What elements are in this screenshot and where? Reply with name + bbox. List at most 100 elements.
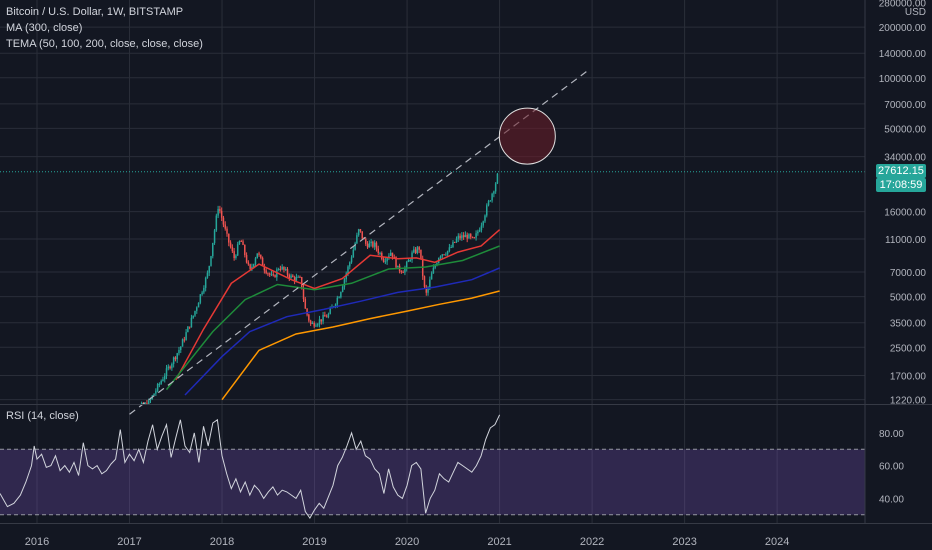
candle-body [478, 230, 481, 232]
candle-body [247, 262, 250, 265]
candle-body [393, 256, 395, 258]
rsi-legend[interactable]: RSI (14, close) [6, 410, 79, 422]
price-tick-label: 2500.00 [890, 343, 927, 354]
time-tick-label: 2019 [302, 536, 326, 548]
candle-body [491, 193, 493, 201]
price-tick-label: 280000.00 [879, 0, 927, 10]
price-tick-label: 16000.00 [884, 208, 926, 219]
candle-body [384, 261, 387, 263]
candle-body [453, 241, 456, 243]
price-tick-label: 1700.00 [890, 371, 927, 382]
candle-body [204, 277, 207, 288]
rsi-band-fill [0, 449, 865, 515]
candle-body [281, 266, 283, 270]
candle-body [240, 240, 242, 242]
candle-body [233, 251, 235, 259]
candle-body [229, 242, 232, 248]
candle-body [318, 319, 321, 325]
candle-body [327, 313, 330, 318]
price-tick-label: 11000.00 [885, 235, 926, 246]
chart-title[interactable]: Bitcoin / U.S. Dollar, 1W, BITSTAMP [6, 6, 184, 18]
candle-body [439, 256, 442, 259]
candle-body [325, 316, 328, 318]
candle-body [386, 257, 388, 262]
candle-body [167, 366, 170, 369]
candle-body [286, 269, 289, 275]
tema-legend[interactable]: TEMA (50, 100, 200, close, close, close) [6, 38, 203, 50]
candle-body [238, 240, 241, 245]
candle-body [215, 215, 218, 231]
candle-body [268, 273, 271, 275]
ma-300-line [221, 290, 500, 401]
candle-body [203, 287, 205, 293]
candle-body [400, 271, 403, 273]
time-tick-label: 2023 [672, 536, 696, 548]
price-tick-label: 100000.00 [879, 74, 927, 85]
candle-body [377, 248, 379, 253]
candle-body [256, 253, 259, 259]
candle-body [487, 201, 490, 206]
tema-50-line [175, 229, 501, 381]
candle-body [297, 276, 299, 278]
candle-body [320, 319, 323, 322]
candle-body [194, 310, 196, 316]
candle-body [174, 357, 177, 360]
candle-body [165, 368, 168, 376]
candle-body [313, 322, 315, 327]
candle-body [283, 266, 285, 270]
candle-body [341, 286, 344, 292]
candle-body [245, 255, 248, 263]
candle-body [299, 276, 301, 278]
candle-body [224, 224, 226, 229]
candle-body [315, 325, 317, 327]
target-circle [498, 107, 556, 165]
candle-body [340, 291, 342, 298]
candle-body [180, 346, 182, 351]
ma-legend[interactable]: MA (300, close) [6, 22, 83, 34]
price-tick-label: 7000.00 [890, 268, 927, 279]
candle-body [199, 294, 202, 303]
price-tick-label: 1220.00 [890, 396, 927, 407]
candle-body [155, 390, 157, 394]
rsi-line [0, 414, 501, 520]
candle-body [260, 254, 262, 258]
candle-body [192, 315, 194, 318]
candle-body [418, 247, 420, 250]
candle-body [149, 398, 152, 401]
candle-body [306, 308, 308, 315]
candle-body [370, 241, 372, 244]
candle-body [352, 249, 355, 258]
candle-body [441, 254, 444, 257]
candle-body [405, 262, 408, 269]
candle-body [382, 259, 385, 262]
candle-body [494, 183, 497, 192]
tema-200-line [184, 267, 500, 396]
candle-body [347, 266, 349, 274]
candle-body [235, 255, 237, 259]
candle-body [185, 332, 187, 340]
candle-body [443, 254, 445, 256]
candle-body [274, 275, 276, 278]
candle-body [208, 265, 210, 273]
candle-body [176, 353, 178, 360]
candle-body [188, 326, 191, 328]
candle-body [190, 317, 193, 328]
candle-body [196, 307, 198, 311]
candle-body [251, 266, 253, 269]
candle-body [361, 231, 363, 239]
indicator-lines [165, 229, 501, 401]
candle-body [329, 308, 331, 314]
candle-body [432, 267, 435, 274]
candle-body [391, 252, 394, 257]
candle-body [462, 235, 465, 238]
candle-body [343, 279, 346, 287]
candle-body [457, 235, 460, 239]
tema-100-line [165, 245, 500, 391]
candle-body [272, 274, 275, 276]
candle-body [464, 234, 467, 238]
candle-body [388, 255, 390, 258]
candle-body [427, 287, 429, 293]
countdown-badge: 17:08:59 [876, 178, 926, 192]
